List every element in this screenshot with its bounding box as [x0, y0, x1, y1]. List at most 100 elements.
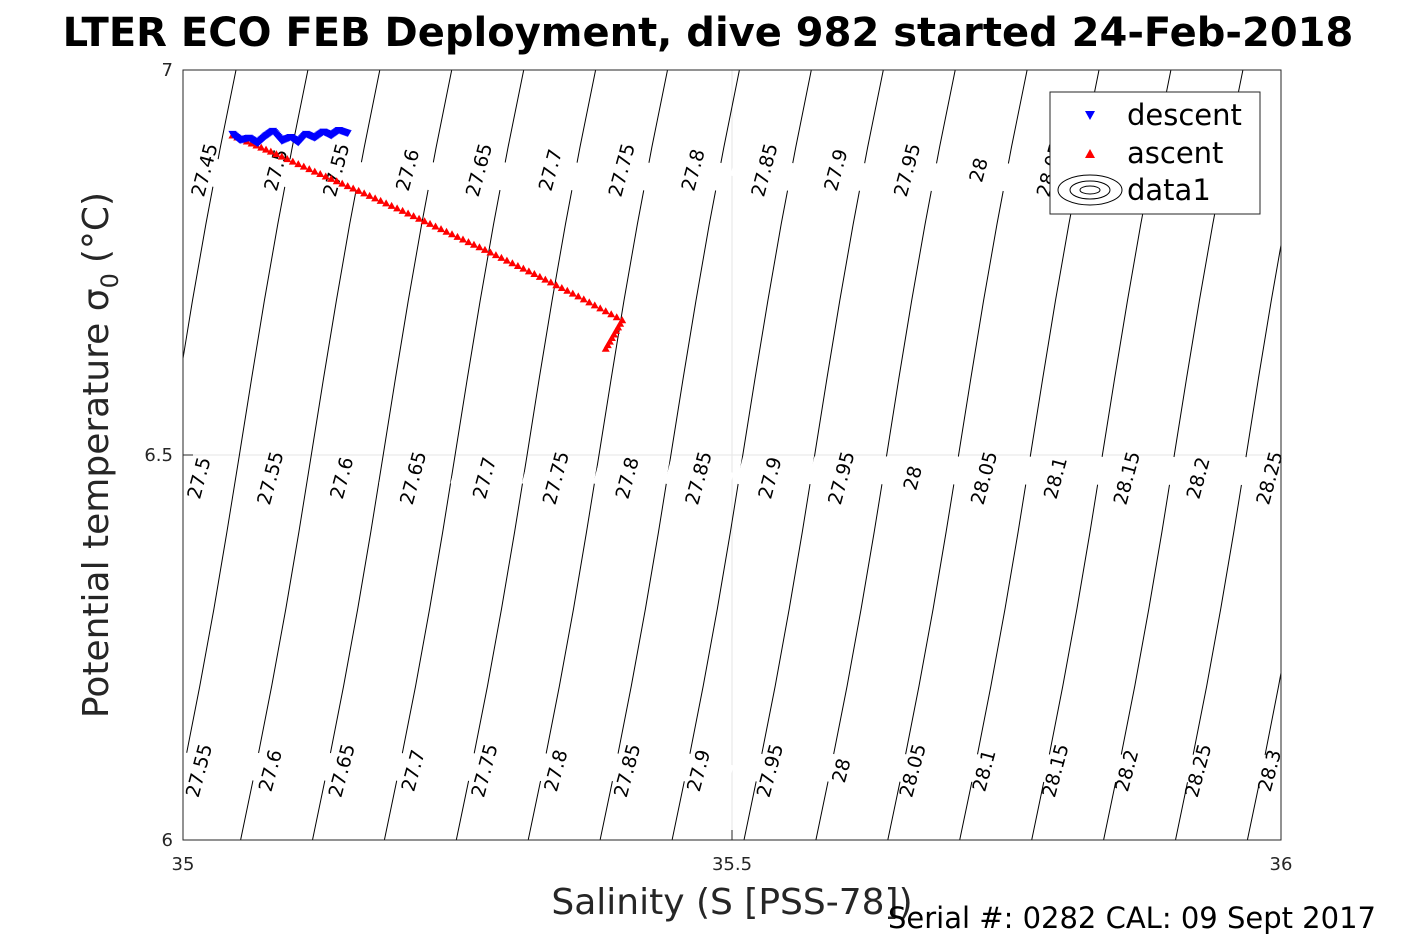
contour-label-bg: [735, 456, 805, 500]
ascent-point: [332, 177, 341, 185]
contour-label-bg: [1235, 456, 1305, 500]
ascent-point: [294, 160, 303, 168]
ascent-point: [393, 204, 402, 212]
ascent-point: [343, 182, 352, 190]
y-axis-label-main: Potential temperature σ: [76, 288, 117, 718]
ascent-point: [486, 248, 495, 256]
contour-label-bg: [236, 456, 306, 500]
contour-label-bg: [659, 148, 729, 192]
contour-line: [0, 0, 37, 917]
contour-label-bg: [1164, 456, 1234, 500]
ascent-point: [442, 227, 451, 235]
contour-label-bg: [164, 456, 235, 500]
contour-label-bg: [587, 148, 657, 192]
ascent-point: [316, 170, 325, 178]
ascent-point: [546, 278, 555, 286]
ascent-point: [299, 162, 308, 170]
ascent-point: [535, 272, 544, 280]
contour-label-bg: [664, 456, 734, 500]
contour-label-bg: [516, 148, 586, 192]
contour-label-bg: [730, 148, 800, 192]
ascent-point: [612, 313, 621, 321]
ascent-point: [288, 157, 297, 165]
legend-descent-label: descent: [1127, 98, 1242, 132]
y-axis-label: Potential temperature σ0 (°C): [76, 192, 124, 718]
contour-label-bg: [444, 148, 514, 192]
contour-label-bg: [878, 748, 948, 793]
contour-label-bg: [664, 748, 734, 793]
contour-label-bg: [878, 456, 948, 500]
contour-label-bg: [170, 148, 240, 192]
contour-label-bg: [950, 748, 1020, 793]
ascent-point: [272, 150, 281, 158]
ascent-point: [453, 232, 462, 240]
x-axis-label: Salinity (S [PSS-78]): [551, 882, 912, 923]
x-tick-label: 35.5: [712, 854, 752, 875]
ascent-point: [365, 191, 374, 199]
ascent-point: [327, 174, 336, 182]
x-tick-label: 35: [172, 854, 195, 875]
ascent-point: [387, 201, 396, 209]
ascent-point: [607, 310, 616, 318]
contour-label-bg: [1235, 748, 1305, 793]
contour-line: [1303, 0, 1417, 917]
legend-data1-label: data1: [1127, 173, 1211, 207]
ascent-point: [469, 240, 478, 248]
x-tick-label: 36: [1270, 854, 1293, 875]
contour-label-bg: [593, 748, 663, 793]
contour-label-bg: [593, 456, 663, 500]
ascent-point: [524, 267, 533, 275]
y-tick-label: 6: [162, 830, 173, 851]
ascent-point: [371, 194, 380, 202]
ascent-point: [448, 230, 457, 238]
ascent-point: [513, 261, 522, 269]
ascent-point: [601, 344, 610, 352]
ascent-point: [321, 172, 330, 180]
ascent-point: [349, 184, 358, 192]
contour-label-bg: [873, 148, 943, 192]
contour-label-bg: [735, 748, 805, 793]
contour-label-bg: [1092, 456, 1162, 500]
ascent-point: [458, 235, 467, 243]
ascent-point: [601, 307, 610, 315]
ascent-point: [519, 264, 528, 272]
ascent-point: [541, 275, 550, 283]
descent-series: [228, 127, 352, 148]
contour-label-bg: [521, 456, 591, 500]
ascent-point: [579, 295, 588, 303]
contour-label-bg: [521, 748, 591, 793]
contour-label-bg: [1021, 456, 1091, 500]
ascent-point: [502, 256, 511, 264]
ascent-point: [382, 199, 391, 207]
chart-title: LTER ECO FEB Deployment, dive 982 starte…: [63, 10, 1354, 56]
ascent-point: [426, 219, 435, 227]
ascent-point: [262, 145, 271, 153]
ascent-point: [404, 209, 413, 217]
contour-label-bg: [307, 748, 377, 793]
legend: descent ascent data1: [1049, 91, 1261, 215]
ascent-point: [283, 155, 292, 163]
ascent-point: [596, 304, 605, 312]
ascent-point: [497, 253, 506, 261]
ascent-point: [409, 212, 418, 220]
legend-descent-marker: [1085, 111, 1095, 120]
contour-label-bg: [801, 148, 871, 192]
y-axis-label-subscript: 0: [96, 273, 124, 288]
contour-line: [183, 70, 237, 362]
ascent-point: [376, 196, 385, 204]
contour-label-bg: [307, 456, 377, 500]
contour-label-bg: [241, 148, 311, 192]
serial-calibration-footer: Serial #: 0282 CAL: 09 Sept 2017: [888, 901, 1376, 935]
ascent-point: [277, 152, 286, 160]
y-tick-label: 6.5: [144, 445, 173, 466]
legend-ascent-label: ascent: [1127, 136, 1223, 170]
ascent-point: [310, 167, 319, 175]
ascent-series: [228, 131, 627, 352]
contour-label-bg: [950, 456, 1020, 500]
contour-label-bg: [1021, 748, 1091, 793]
y-tick-label: 7: [162, 60, 173, 81]
ascent-point: [563, 286, 572, 294]
contour-label-bg: [450, 456, 520, 500]
contour-line: [1375, 0, 1417, 917]
